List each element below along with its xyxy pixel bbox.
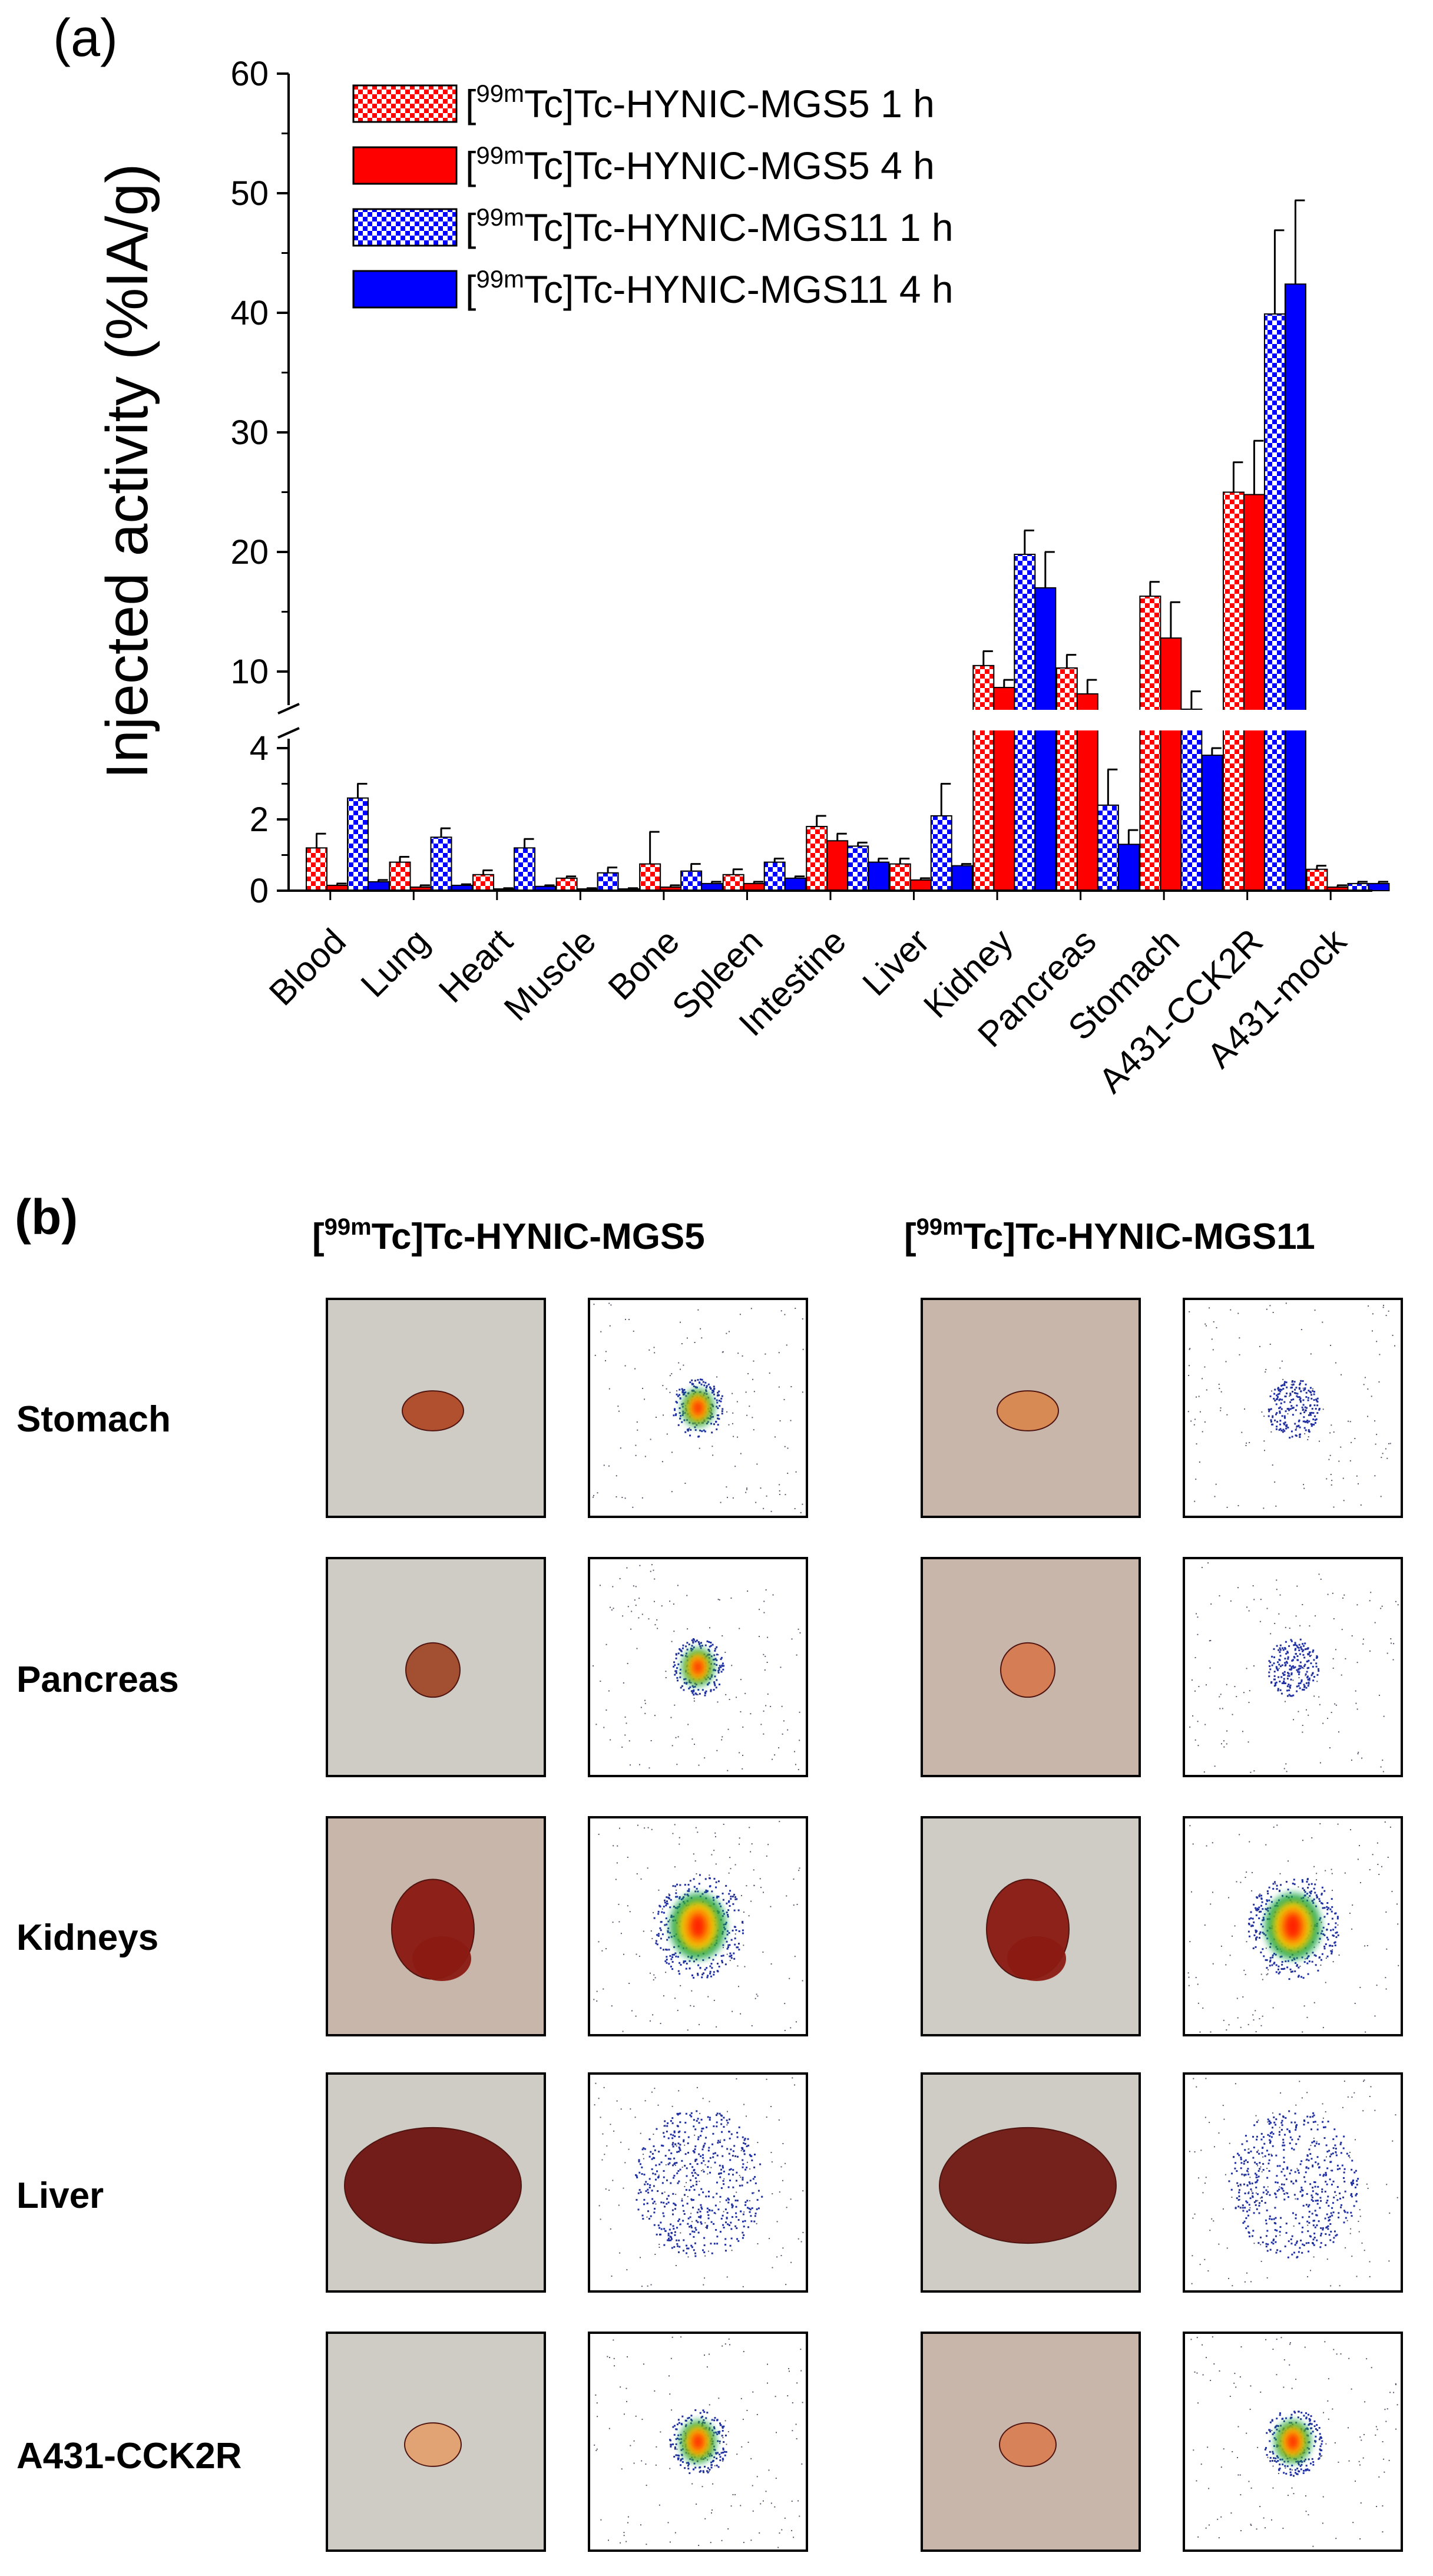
photo-a431-cck2r-mgs11 <box>921 2332 1141 2552</box>
legend-swatch-1 <box>352 84 458 123</box>
header-mgs11: [99mTc]Tc-HYNIC-MGS11 <box>904 1214 1315 1257</box>
bar-stomach-s3 <box>1180 708 1203 891</box>
photo-pancreas-mgs11 <box>921 1557 1141 1777</box>
panel-a-label: (a) <box>53 9 118 68</box>
photo-a431-cck2r-mgs5 <box>326 2332 546 2552</box>
autoradiograph-liver-mgs11 <box>1183 2072 1403 2293</box>
row-label-pancreas: Pancreas <box>16 1659 179 1700</box>
autoradiograph-stomach-mgs5 <box>588 1298 808 1518</box>
bar-bone-s1 <box>639 863 661 891</box>
bar-kidney-s1 <box>972 664 995 891</box>
bar-liver-s4 <box>951 865 973 892</box>
bar-spleen-s4 <box>784 877 806 891</box>
bar-spleen-s1 <box>722 874 744 892</box>
bar-liver-s2 <box>909 879 932 891</box>
legend-entry-1: [99mTc]Tc-HYNIC-MGS5 1 h <box>465 80 935 125</box>
bar-blood-s4 <box>368 881 389 891</box>
autoradiograph-kidneys-mgs11 <box>1183 1816 1403 2036</box>
bar-a431-cck2r-s3 <box>1263 313 1286 891</box>
x-tick-label-blood: Blood <box>262 921 353 1013</box>
y-tick-label: 40 <box>230 294 269 332</box>
legend-entry-2: [99mTc]Tc-HYNIC-MGS5 4 h <box>465 141 935 187</box>
y-tick-label: 30 <box>230 414 269 452</box>
bar-intestine-s1 <box>806 826 828 891</box>
bar-stomach-s4 <box>1201 755 1223 891</box>
bar-muscle-s1 <box>555 877 578 891</box>
photo-stomach-mgs11 <box>921 1298 1141 1518</box>
bar-stomach-s1 <box>1139 596 1161 891</box>
autoradiograph-kidneys-mgs5 <box>588 1816 808 2036</box>
y-tick-label: 0 <box>250 872 269 910</box>
bar-a431-cck2r-s2 <box>1243 494 1265 891</box>
photo-liver-mgs11 <box>921 2072 1141 2293</box>
bar-intestine-s2 <box>826 840 849 892</box>
axis-break-mark <box>277 727 300 739</box>
y-tick-label: 2 <box>250 801 269 839</box>
bar-lung-s3 <box>430 836 452 891</box>
y-tick-label: 4 <box>250 729 269 768</box>
bar-muscle-s3 <box>597 872 619 891</box>
photo-kidneys-mgs11 <box>921 1816 1141 2036</box>
bar-liver-s1 <box>889 863 911 891</box>
panel-b-label: (b) <box>15 1189 78 1245</box>
y-tick-label: 20 <box>230 533 269 571</box>
bar-intestine-s3 <box>847 845 869 891</box>
autoradiograph-a431-cck2r-mgs11 <box>1183 2332 1403 2552</box>
autoradiograph-liver-mgs5 <box>588 2072 808 2293</box>
row-labels: Stomach Pancreas Kidneys Liver A431-CCK2… <box>16 1399 241 2476</box>
bar-heart-s1 <box>472 874 495 892</box>
chart-legend: [99mTc]Tc-HYNIC-MGS5 1 h [99mTc]Tc-HYNIC-… <box>352 80 954 311</box>
bar-a431-cck2r-s4 <box>1284 283 1306 891</box>
photo-stomach-mgs5 <box>326 1298 546 1518</box>
bar-pancreas-s4 <box>1117 844 1140 891</box>
bar-intestine-s4 <box>868 861 890 891</box>
photo-liver-mgs5 <box>326 2072 546 2293</box>
bar-pancreas-s1 <box>1055 667 1078 892</box>
bar-a431-cck2r-s1 <box>1222 491 1245 891</box>
legend-entry-3: [99mTc]Tc-HYNIC-MGS11 1 h <box>465 203 954 249</box>
legend-swatch-2 <box>352 146 458 185</box>
axis-break-band <box>290 710 1374 730</box>
axis-break-mark <box>277 703 300 715</box>
y-tick-label: 60 <box>230 55 269 93</box>
y-axis-label: Injected activity (%IA/g) <box>94 164 160 779</box>
row-label-kidneys: Kidneys <box>16 1917 158 1958</box>
autoradiograph-a431-cck2r-mgs5 <box>588 2332 808 2552</box>
bar-stomach-s2 <box>1160 637 1182 892</box>
bar-kidney-s4 <box>1034 587 1057 891</box>
autoradiograph-pancreas-mgs5 <box>588 1557 808 1777</box>
photo-pancreas-mgs5 <box>326 1557 546 1777</box>
row-label-liver: Liver <box>16 2175 104 2216</box>
autoradiograph-stomach-mgs11 <box>1183 1298 1403 1518</box>
bar-pancreas-s3 <box>1097 804 1119 892</box>
bar-liver-s3 <box>930 815 952 891</box>
bar-blood-s1 <box>306 847 327 892</box>
legend-swatch-3 <box>352 208 458 247</box>
y-tick-label: 50 <box>230 174 269 213</box>
header-mgs5: [99mTc]Tc-HYNIC-MGS5 <box>312 1214 705 1257</box>
bar-a431-mock-s1 <box>1306 868 1328 891</box>
row-label-stomach: Stomach <box>16 1399 171 1440</box>
row-label-a431-cck2r: A431-CCK2R <box>16 2436 241 2476</box>
bar-blood-s3 <box>347 797 369 891</box>
x-tick-label-lung: Lung <box>353 921 437 1005</box>
legend-entry-4: [99mTc]Tc-HYNIC-MGS11 4 h <box>465 265 954 311</box>
y-tick-label: 10 <box>230 653 269 691</box>
bar-spleen-s3 <box>763 861 786 891</box>
x-tick-label-muscle: Muscle <box>497 921 604 1029</box>
bar-heart-s3 <box>514 847 536 892</box>
autoradiograph-pancreas-mgs11 <box>1183 1557 1403 1777</box>
bar-lung-s1 <box>389 861 411 891</box>
legend-swatch-4 <box>352 270 458 309</box>
biodistribution-image-grid <box>326 1298 1403 2552</box>
photo-kidneys-mgs5 <box>326 1816 546 2036</box>
bar-bone-s3 <box>680 870 703 891</box>
